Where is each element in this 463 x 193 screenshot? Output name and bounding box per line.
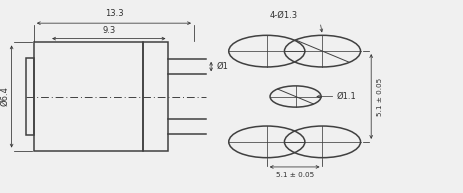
Text: 9.3: 9.3 [102,26,115,35]
Bar [34,42,143,151]
Bar [143,42,168,151]
Text: Ø6.4: Ø6.4 [0,87,9,106]
Text: 5.1 ± 0.05: 5.1 ± 0.05 [275,172,313,178]
Text: Ø1.1: Ø1.1 [336,92,356,101]
Text: Ø1: Ø1 [216,62,228,71]
Text: 5.1 ± 0.05: 5.1 ± 0.05 [376,77,382,116]
Text: 4-Ø1.3: 4-Ø1.3 [269,11,297,20]
Text: 13.3: 13.3 [104,9,123,18]
Bar [25,58,34,135]
